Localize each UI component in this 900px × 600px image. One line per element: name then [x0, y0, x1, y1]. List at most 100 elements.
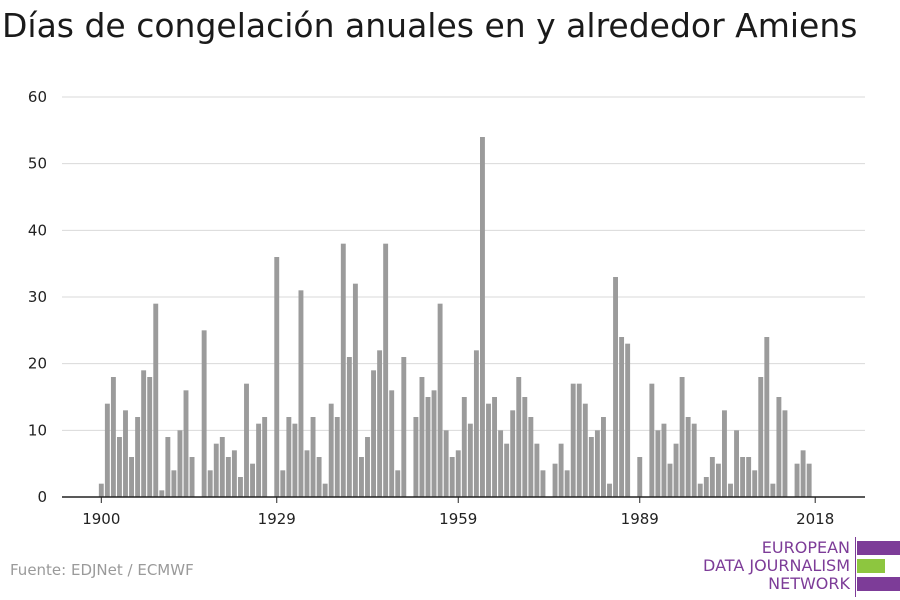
bar	[649, 383, 655, 497]
bar	[377, 350, 383, 497]
bar	[346, 357, 352, 497]
bar	[588, 437, 594, 497]
bar	[461, 397, 467, 497]
bar	[359, 457, 364, 497]
bar	[98, 483, 104, 497]
bar	[401, 357, 407, 497]
bar	[298, 290, 304, 497]
bar	[794, 463, 800, 497]
bar	[219, 437, 225, 497]
y-tick-label: 30	[28, 288, 47, 306]
bar	[582, 403, 588, 497]
bar	[522, 397, 528, 497]
bar	[806, 463, 812, 497]
bar	[371, 370, 376, 497]
x-tick-label: 1900	[82, 510, 120, 528]
bar	[679, 377, 685, 497]
y-tick-label: 60	[28, 88, 47, 106]
bar	[201, 330, 207, 497]
bar	[516, 377, 522, 497]
logo-text-line: EUROPEAN	[761, 538, 850, 557]
bar	[722, 410, 727, 497]
bar	[213, 443, 219, 497]
x-tick-label: 1989	[621, 510, 659, 528]
bar	[189, 457, 195, 497]
bar	[752, 470, 758, 497]
bar	[244, 383, 249, 497]
bar	[413, 417, 419, 497]
bar	[129, 457, 134, 497]
bar	[225, 457, 231, 497]
logo-bar-purple	[857, 541, 900, 555]
bar	[709, 457, 715, 497]
logo-text-line: DATA JOURNALISM	[703, 556, 850, 575]
bar	[304, 450, 310, 497]
x-axis-ticks: 1900 1929 1959 1989 2018	[82, 497, 834, 528]
bar	[389, 390, 395, 497]
bar	[594, 430, 600, 497]
bar	[691, 423, 697, 497]
bar	[661, 423, 667, 497]
bar	[104, 403, 110, 497]
bar	[607, 483, 612, 497]
bar	[637, 457, 643, 497]
bar	[443, 430, 449, 497]
bar	[437, 303, 443, 497]
bar	[715, 463, 721, 497]
bar	[540, 470, 546, 497]
bar	[117, 437, 122, 497]
bar	[619, 337, 625, 497]
bar	[340, 243, 346, 497]
bar	[110, 377, 116, 497]
bar	[395, 470, 401, 497]
bar	[673, 443, 679, 497]
bar	[697, 483, 703, 497]
bar	[274, 257, 280, 497]
x-tick-label: 2018	[796, 510, 834, 528]
bar	[740, 457, 746, 497]
bar	[776, 397, 782, 497]
logo-text-line: NETWORK	[768, 574, 850, 593]
bar	[177, 430, 183, 497]
bar	[758, 377, 764, 497]
bar	[123, 410, 128, 497]
y-axis-labels: 0 10 20 30 40 50 60	[28, 88, 47, 506]
bar	[552, 463, 558, 497]
bar	[534, 443, 540, 497]
bar	[492, 397, 497, 497]
bar	[504, 443, 510, 497]
bar	[165, 437, 171, 497]
logo-bar-green	[857, 559, 885, 573]
bar	[352, 283, 358, 497]
edjnet-logo: EUROPEAN DATA JOURNALISM NETWORK	[700, 537, 900, 597]
bar	[528, 417, 534, 497]
bar	[431, 390, 437, 497]
bar	[147, 377, 153, 497]
bar	[570, 383, 576, 497]
bar	[292, 423, 298, 497]
bar	[576, 383, 582, 497]
bar	[449, 457, 455, 497]
bar	[141, 370, 147, 497]
bar	[473, 350, 479, 497]
bar	[207, 470, 213, 497]
y-tick-label: 0	[37, 488, 47, 506]
y-tick-label: 20	[28, 355, 47, 373]
source-note: Fuente: EDJNet / ECMWF	[10, 561, 194, 579]
bar	[256, 423, 262, 497]
bar	[135, 417, 141, 497]
gridlines	[62, 96, 865, 431]
logo-bar-purple	[857, 577, 900, 591]
x-tick-label: 1929	[258, 510, 296, 528]
bar	[328, 403, 334, 497]
bar	[510, 410, 516, 497]
bar	[728, 483, 733, 497]
bar	[231, 450, 237, 497]
bar	[770, 483, 776, 497]
bar	[625, 343, 631, 497]
bar	[467, 423, 473, 497]
bar	[486, 403, 491, 497]
bar	[153, 303, 159, 497]
bar	[322, 483, 328, 497]
bar	[564, 470, 570, 497]
